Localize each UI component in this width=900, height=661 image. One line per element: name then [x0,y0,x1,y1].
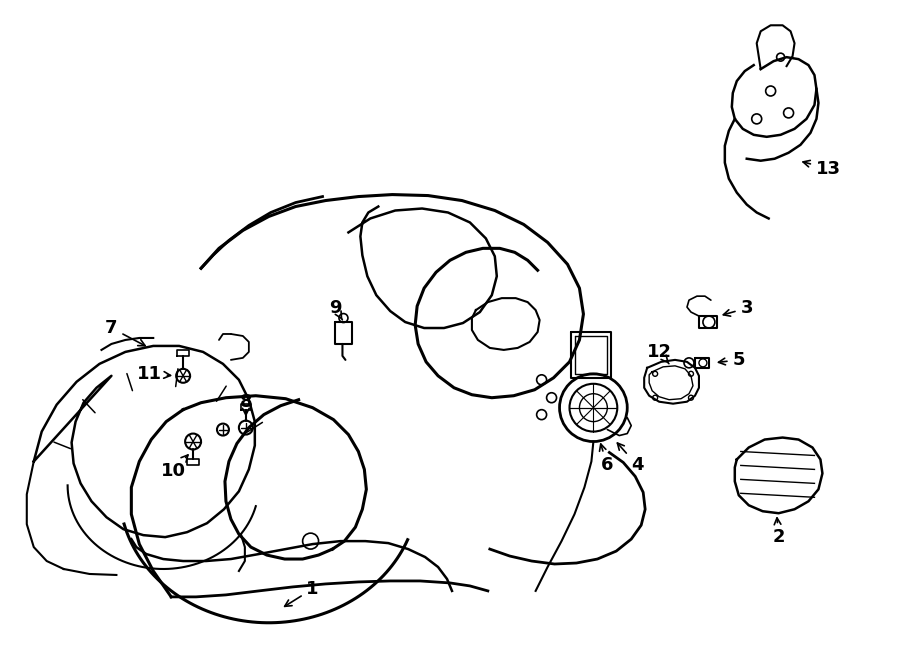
Text: 9: 9 [329,299,342,320]
Text: 3: 3 [724,299,753,317]
Text: 11: 11 [137,365,170,383]
Text: 7: 7 [105,319,145,346]
Text: 13: 13 [803,160,841,178]
Text: 2: 2 [772,518,785,546]
Text: 12: 12 [646,343,671,364]
Text: 1: 1 [284,580,319,606]
Text: 4: 4 [617,443,644,475]
Text: 8: 8 [239,393,252,416]
Text: 10: 10 [161,455,188,481]
Text: 6: 6 [599,444,614,475]
Text: 5: 5 [718,351,745,369]
